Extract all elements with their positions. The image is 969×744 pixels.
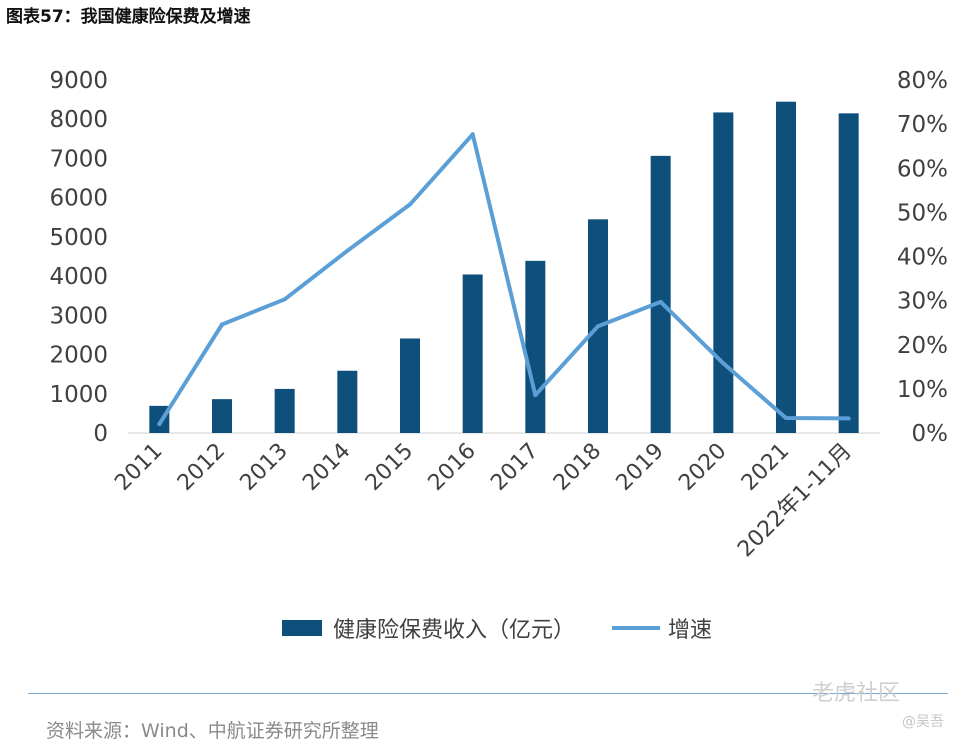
bar [838,113,859,433]
right-tick-label: 30% [897,289,948,315]
left-tick-label: 1000 [49,382,108,408]
growth-point [157,422,162,427]
left-axis: 0 1000 2000 3000 4000 5000 6000 7000 8000 9000 [49,68,108,447]
right-tick-label: 10% [897,377,948,403]
right-tick-label: 80% [897,68,948,94]
left-tick-label: 6000 [49,186,108,212]
watermark-user: @吴吾 [902,714,944,730]
legend-label-line: 增速 [668,618,712,643]
x-tick-label: 2011 [110,439,167,496]
left-tick-label: 2000 [49,343,108,369]
bar [776,101,796,434]
bar [650,155,671,433]
x-tick-label: 2013 [236,439,293,496]
legend-label-bar: 健康险保费收入（亿元） [333,618,575,643]
x-tick-label: 2020 [674,439,731,496]
growth-point [408,202,412,207]
growth-point [282,297,287,302]
right-tick-label: 40% [897,245,948,271]
left-tick-label: 5000 [49,225,108,251]
x-tick-label: 2021 [737,439,794,496]
bar-series [149,101,859,434]
bar [400,338,420,433]
x-tick-label: 2012 [173,439,230,496]
x-axis: 2011 2012 2013 2014 2015 2016 2017 2018 2019 2020… [110,439,857,563]
left-tick-label: 3000 [49,303,108,329]
x-tick-label: 2022年1-11月 [733,439,857,563]
left-tick-label: 8000 [49,107,108,133]
right-tick-label: 60% [897,156,948,182]
bar [525,260,546,433]
right-axis: 0% 10% 20% 30% 40% 50% 60% 70% 80% [897,68,948,447]
growth-point [596,324,600,329]
x-tick-label: 2017 [486,439,543,496]
growth-point [846,416,851,421]
legend: 健康险保费收入（亿元） 增速 [282,618,712,643]
right-tick-label: 0% [912,421,949,447]
left-tick-label: 4000 [49,264,108,290]
bar [713,112,734,434]
chart-title: 图表57：我国健康险保费及增速 [6,7,251,27]
x-tick-label: 2014 [298,439,355,496]
bar [274,388,295,433]
x-tick-label: 2015 [361,439,418,496]
bar [462,274,483,433]
line-series [157,132,851,427]
combo-chart: 0 1000 2000 3000 4000 5000 6000 7000 8000 9000 0%… [49,68,948,643]
x-tick-label: 2018 [549,439,606,496]
right-tick-label: 50% [897,200,948,226]
growth-point [533,393,538,398]
right-tick-label: 70% [897,112,948,138]
right-tick-label: 20% [897,333,948,359]
bar [212,399,232,433]
bar [337,370,358,433]
source-note: 资料来源：Wind、中航证券研究所整理 [46,720,379,742]
footer-divider [28,693,948,694]
x-tick-label: 2019 [612,439,669,496]
left-tick-label: 7000 [49,146,108,172]
growth-line [157,132,849,426]
left-tick-label: 0 [93,421,108,447]
growth-point [470,132,475,137]
growth-point [784,415,788,420]
growth-point [220,322,224,327]
watermark-logo: 老虎社区 [812,681,901,706]
legend-swatch-bar [282,620,322,636]
x-tick-label: 2016 [424,439,481,496]
growth-point [721,361,726,366]
growth-point [345,248,350,253]
growth-point [658,299,663,304]
left-tick-label: 9000 [49,68,108,94]
